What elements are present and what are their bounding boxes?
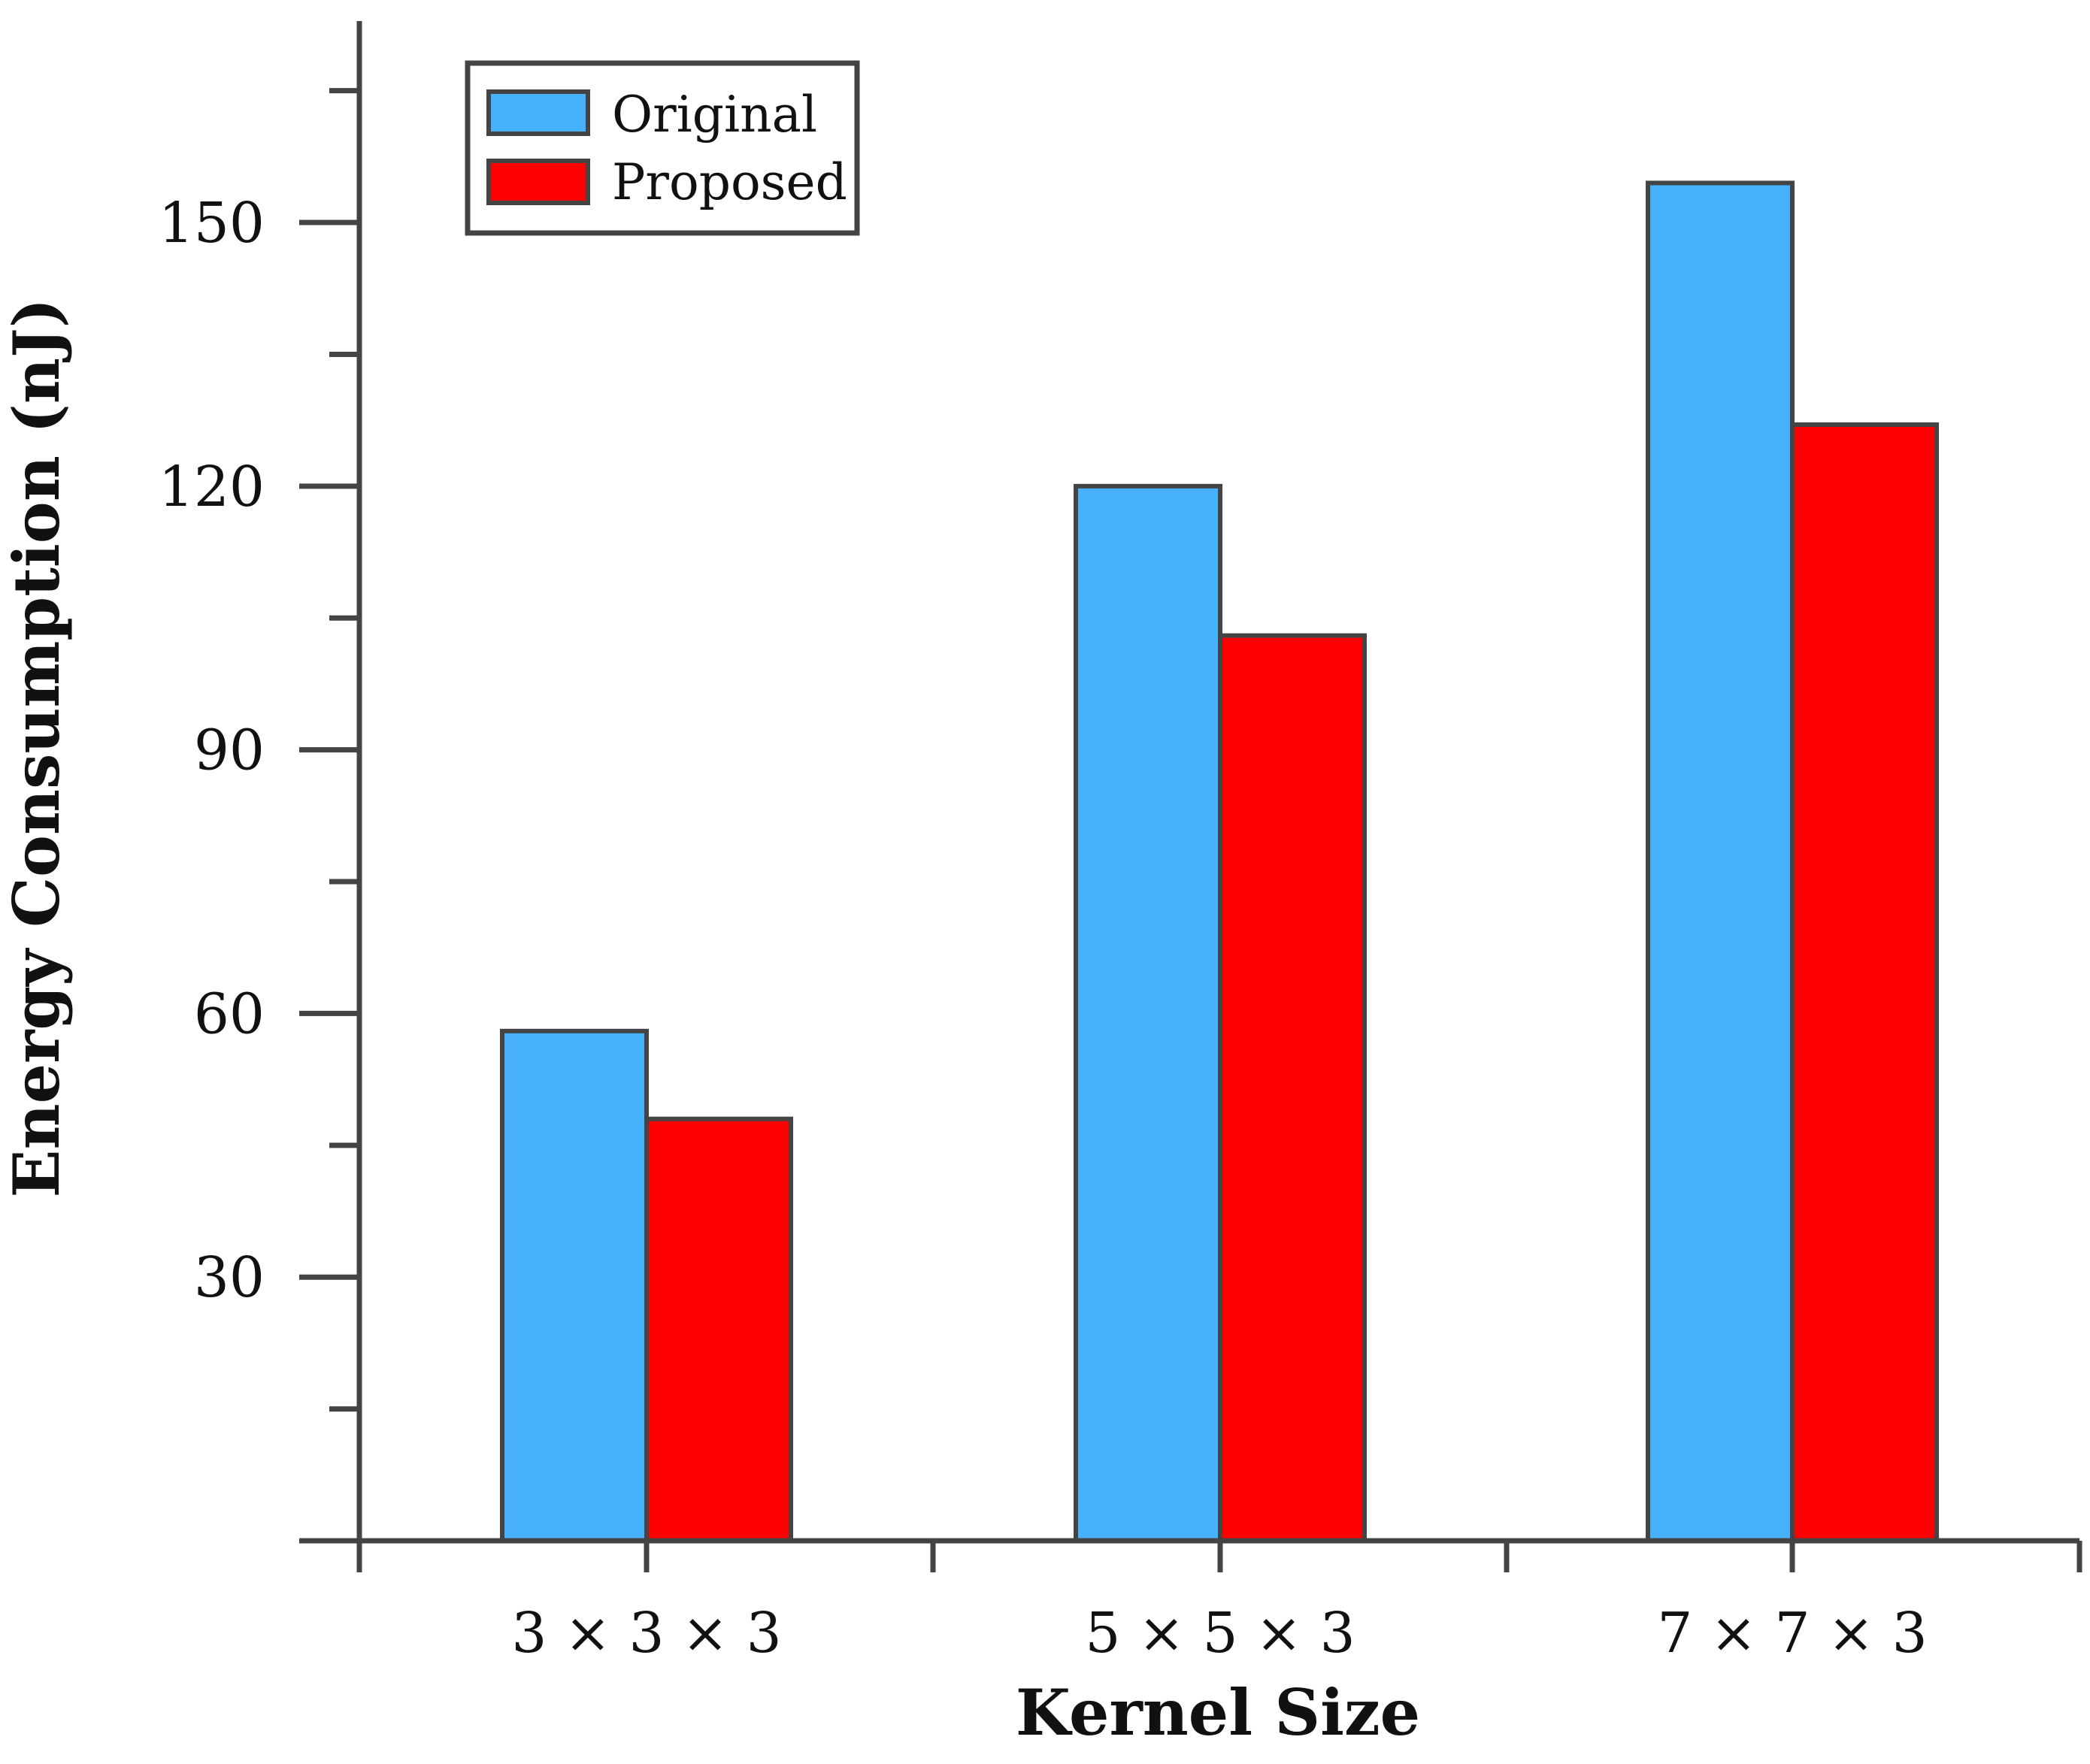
y-axis-title: Energy Consumption (nJ) bbox=[0, 298, 74, 1198]
legend-label-proposed: Proposed bbox=[612, 153, 847, 211]
bar-original-1 bbox=[500, 1028, 649, 1543]
y-tick-label-150: 150 bbox=[159, 191, 265, 256]
x-tick-label-2: 5 × 5 × 3 bbox=[1085, 1601, 1355, 1666]
bars-layer bbox=[500, 180, 1939, 1544]
bar-proposed-1 bbox=[644, 1116, 793, 1543]
y-tick-label-30: 30 bbox=[194, 1245, 265, 1310]
y-tick-label-120: 120 bbox=[159, 455, 265, 519]
legend-swatch-proposed bbox=[486, 159, 590, 205]
legend-swatch-original bbox=[486, 89, 590, 136]
x-tick-label-3: 7 × 7 × 3 bbox=[1657, 1601, 1927, 1666]
axes-layer bbox=[299, 21, 2079, 1572]
x-tick-label-1: 3 × 3 × 3 bbox=[511, 1601, 781, 1666]
y-tick-label-60: 60 bbox=[194, 982, 265, 1046]
ticks-layer: 30 60 90 120 150 3 × 3 × 3 5 × 5 × 3 7 × 7 × 3 bbox=[159, 88, 2082, 1666]
x-axis-title: Kernel Size bbox=[1016, 1675, 1420, 1750]
bar-original-2 bbox=[1074, 483, 1222, 1544]
y-tick-label-90: 90 bbox=[194, 719, 265, 783]
bar-proposed-3 bbox=[1790, 422, 1939, 1543]
bar-proposed-2 bbox=[1218, 633, 1367, 1543]
legend: Original Proposed bbox=[465, 60, 860, 236]
bar-original-3 bbox=[1646, 180, 1795, 1543]
legend-label-original: Original bbox=[612, 86, 817, 144]
